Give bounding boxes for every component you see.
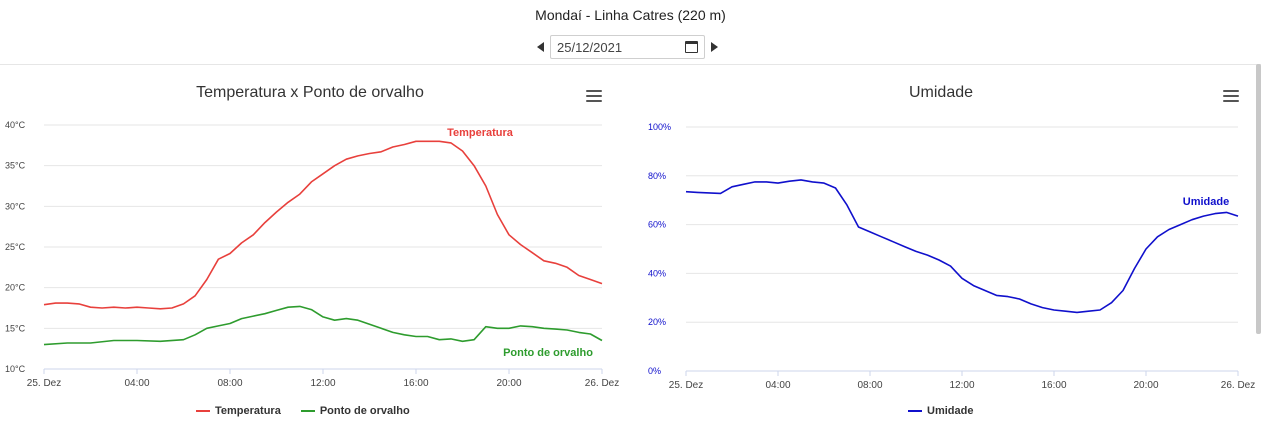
x-tick-label: 12:00 bbox=[949, 380, 974, 391]
y-tick-label: 10°C bbox=[5, 364, 26, 374]
chart-title: Umidade bbox=[908, 84, 974, 101]
legend-item-ponto-de-orvalho[interactable]: Ponto de orvalho bbox=[300, 405, 410, 417]
y-tick-label: 100% bbox=[648, 122, 671, 132]
x-tick-label: 26. Dez bbox=[585, 378, 619, 389]
y-tick-label: 15°C bbox=[5, 323, 26, 333]
x-tick-label: 04:00 bbox=[765, 380, 790, 391]
legend-swatch bbox=[300, 410, 315, 412]
legend-label: Ponto de orvalho bbox=[319, 405, 410, 417]
chart-menu-icon[interactable] bbox=[586, 90, 602, 102]
humidity-chart: Umidade 0% 20% 40% 60% 80% 100% 25. Dez 04:00 08… bbox=[626, 64, 1256, 429]
legend-swatch bbox=[908, 410, 922, 412]
y-tick-label: 30°C bbox=[5, 201, 26, 211]
page-header: Mondaí - Linha Catres (220 m) 25/12/2021 bbox=[0, 0, 1261, 65]
legend-label: Umidade bbox=[927, 405, 974, 417]
x-tick-label: 08:00 bbox=[857, 380, 882, 391]
x-tick-label: 16:00 bbox=[1041, 380, 1066, 391]
series-line-0[interactable] bbox=[685, 179, 1239, 314]
page-title: Mondaí - Linha Catres (220 m) bbox=[535, 7, 726, 23]
x-tick-label: 12:00 bbox=[310, 378, 335, 389]
date-navigator: 25/12/2021 bbox=[537, 35, 718, 59]
temperature-dewpoint-chart: Temperatura x Ponto de orvalho 10°C 15°C 2… bbox=[0, 64, 620, 429]
chart-menu-icon[interactable] bbox=[1223, 90, 1239, 102]
y-tick-label: 25°C bbox=[5, 242, 26, 252]
series-label: Temperatura bbox=[447, 127, 514, 139]
y-tick-label: 20°C bbox=[5, 283, 26, 293]
next-day-arrow-icon[interactable] bbox=[711, 42, 718, 52]
y-tick-label: 35°C bbox=[5, 161, 26, 171]
humidity-chart-svg: 0% 20% 40% 60% 80% 100% 25. Dez 04:00 08:00 12:00… bbox=[648, 122, 1255, 391]
y-tick-label: 40°C bbox=[5, 120, 26, 130]
x-tick-label: 20:00 bbox=[496, 378, 521, 389]
legend-label: Temperatura bbox=[215, 405, 281, 417]
date-value: 25/12/2021 bbox=[557, 39, 623, 55]
calendar-icon[interactable] bbox=[685, 41, 698, 53]
y-tick-label: 0% bbox=[648, 366, 661, 376]
date-input[interactable]: 25/12/2021 bbox=[550, 35, 705, 59]
x-tick-label: 20:00 bbox=[1133, 380, 1158, 391]
legend-item-temperatura[interactable]: Temperatura bbox=[196, 405, 281, 417]
chart-legend: Temperatura Ponto de orvalho bbox=[196, 405, 430, 417]
temperature-chart-svg: 10°C 15°C 20°C 25°C 30°C 35°C 40°C 25. Dez 04:00… bbox=[5, 120, 619, 389]
series-label: Ponto de orvalho bbox=[503, 347, 593, 359]
x-tick-label: 25. Dez bbox=[27, 378, 61, 389]
previous-day-arrow-icon[interactable] bbox=[537, 42, 544, 52]
series-line-0[interactable] bbox=[43, 140, 603, 310]
y-tick-label: 80% bbox=[648, 171, 666, 181]
y-tick-label: 20% bbox=[648, 317, 666, 327]
legend-swatch bbox=[196, 410, 210, 412]
series-label: Umidade bbox=[1183, 196, 1229, 208]
series-line-1[interactable] bbox=[43, 305, 603, 346]
x-tick-label: 25. Dez bbox=[669, 380, 703, 391]
x-tick-label: 08:00 bbox=[217, 378, 242, 389]
chart-title: Temperatura x Ponto de orvalho bbox=[196, 84, 424, 101]
legend-item-umidade[interactable]: Umidade bbox=[908, 405, 973, 417]
y-tick-label: 40% bbox=[648, 268, 666, 278]
x-tick-label: 04:00 bbox=[124, 378, 149, 389]
chart-legend: Umidade bbox=[908, 405, 993, 417]
x-tick-label: 16:00 bbox=[403, 378, 428, 389]
page-scrollbar[interactable] bbox=[1256, 64, 1261, 334]
x-tick-label: 26. Dez bbox=[1221, 380, 1255, 391]
y-tick-label: 60% bbox=[648, 220, 666, 230]
